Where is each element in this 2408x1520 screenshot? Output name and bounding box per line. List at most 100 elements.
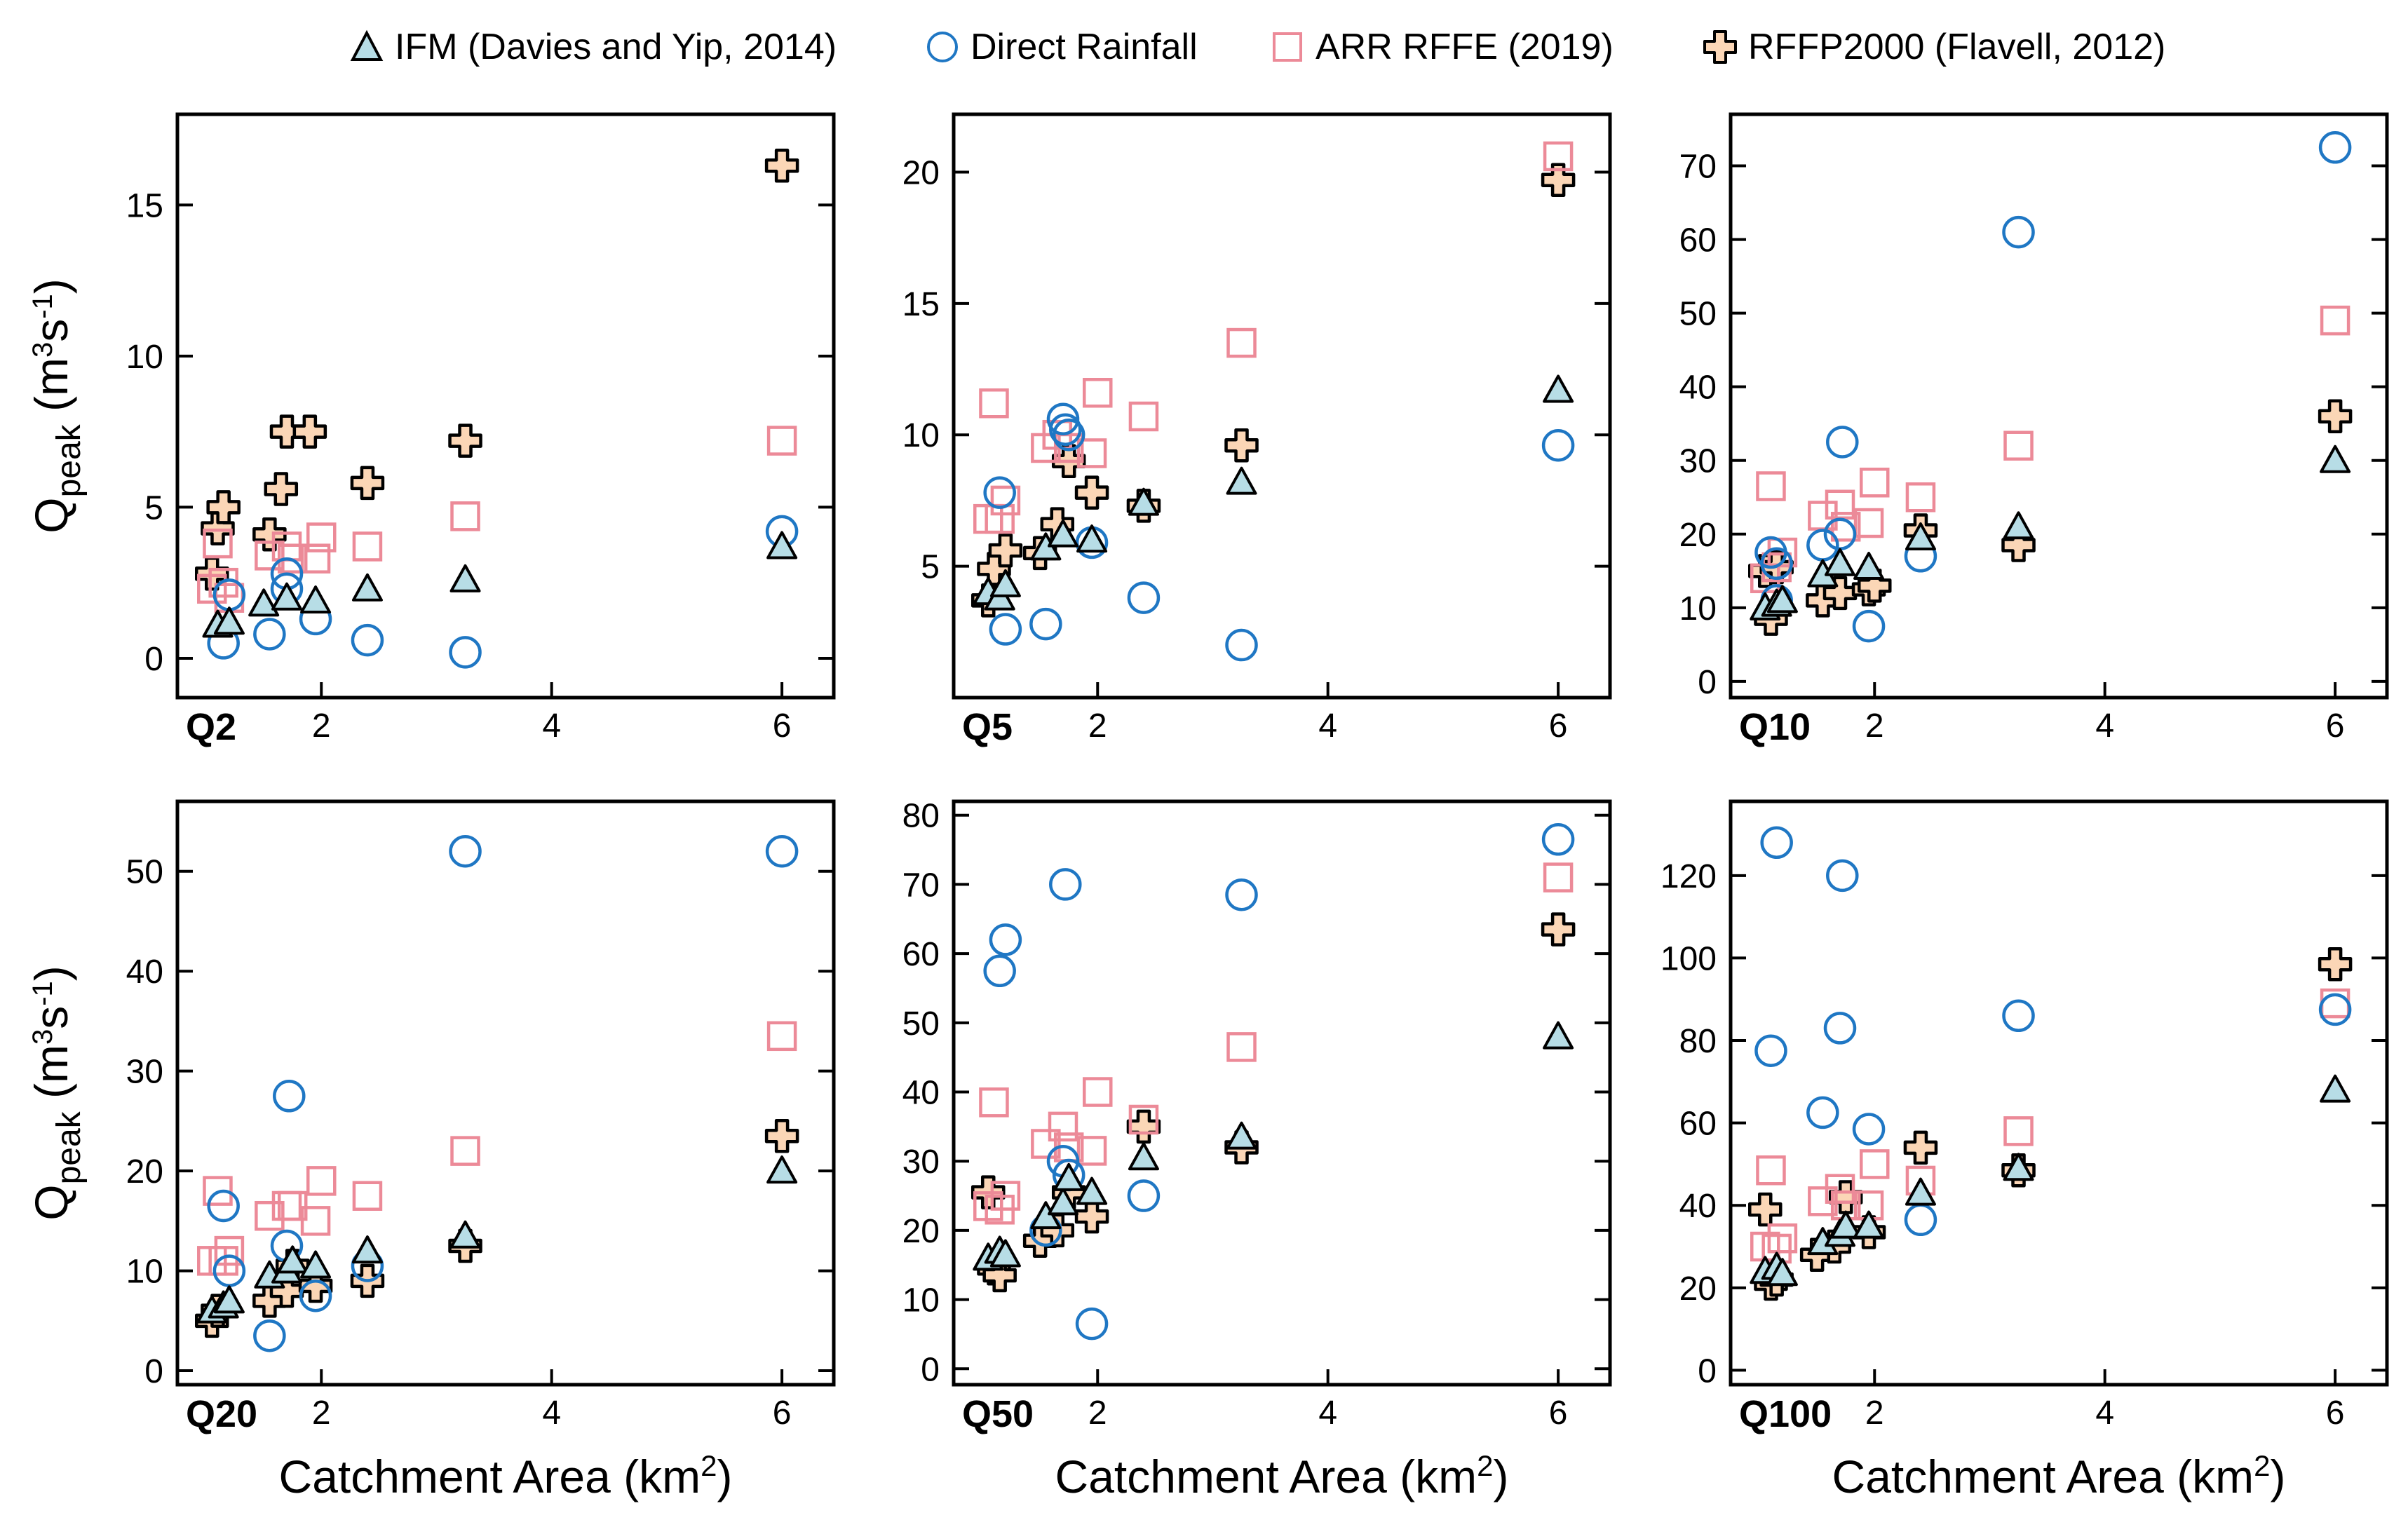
data-point-arr-rffe <box>2003 1116 2034 1146</box>
data-point-ifm <box>1830 1210 1862 1239</box>
data-point-direct-rainfall <box>2318 131 2352 164</box>
legend-label-direct: Direct Rainfall <box>970 27 1198 67</box>
y-tick-label: 80 <box>902 798 940 835</box>
y-tick-label: 10 <box>1679 590 1717 627</box>
y-tick-label: 60 <box>902 936 940 973</box>
data-point-direct-rainfall <box>1823 1012 1857 1045</box>
data-point-rffp2000 <box>1748 1192 1783 1227</box>
data-point-direct-rainfall <box>273 1080 306 1113</box>
data-point-ifm <box>1048 1187 1078 1216</box>
data-point-ifm <box>1226 1121 1257 1150</box>
y-tick-label: 60 <box>1679 1106 1717 1143</box>
y-tick-label: 20 <box>902 154 940 191</box>
data-point-rffp2000 <box>764 149 799 183</box>
data-point-direct-rainfall <box>1127 1179 1161 1212</box>
data-point-arr-rffe <box>1053 433 1084 463</box>
data-point-arr-rffe <box>1076 1136 1107 1166</box>
data-point-ifm <box>2003 1153 2034 1181</box>
data-point-ifm <box>1905 1177 1936 1206</box>
data-point-arr-rffe <box>300 543 331 574</box>
data-point-direct-rainfall <box>1049 413 1082 446</box>
data-point-direct-rainfall <box>1904 1203 1937 1237</box>
data-point-arr-rffe <box>1860 1149 1890 1179</box>
data-point-rffp2000 <box>206 490 241 524</box>
y-tick-label: 10 <box>902 1282 940 1319</box>
data-point-arr-rffe <box>306 1166 337 1196</box>
data-point-direct-rainfall <box>1806 529 1839 562</box>
data-point-ifm <box>1048 519 1078 548</box>
data-point-ifm <box>449 564 481 592</box>
data-point-ifm <box>1766 585 1798 613</box>
data-point-rffp2000 <box>764 1119 799 1153</box>
data-point-direct-rainfall <box>253 1319 286 1352</box>
panel-label: Q5 <box>962 706 1013 748</box>
data-point-rffp2000 <box>1822 576 1858 611</box>
circle-marker-icon <box>927 32 958 62</box>
data-point-arr-rffe <box>197 574 227 604</box>
data-point-direct-rainfall <box>1760 547 1793 581</box>
data-point-arr-rffe <box>1756 1155 1786 1186</box>
data-point-arr-rffe <box>1830 512 1861 542</box>
data-point-direct-rainfall <box>212 1254 246 1287</box>
data-point-direct-rainfall <box>989 613 1022 646</box>
data-point-ifm <box>1853 1210 1885 1239</box>
data-point-ifm <box>1905 522 1936 551</box>
data-point-arr-rffe <box>1767 1223 1798 1254</box>
data-point-arr-rffe <box>2320 305 2350 336</box>
x-axis-title: Catchment Area (km2) <box>1832 1449 2286 1502</box>
data-point-ifm <box>1543 374 1574 403</box>
y-tick-label: 20 <box>1679 1270 1717 1308</box>
plot-frame <box>1729 799 2389 1387</box>
data-point-ifm <box>2320 1074 2351 1103</box>
x-axis-title: Catchment Area (km2) <box>1055 1449 1509 1502</box>
data-point-ifm <box>989 1239 1021 1268</box>
data-point-ifm <box>1853 552 1885 581</box>
data-point-arr-rffe <box>1543 862 1574 893</box>
data-point-rffp2000 <box>292 414 327 449</box>
x-tick-label: 6 <box>773 1395 792 1432</box>
data-point-arr-rffe <box>277 543 308 574</box>
x-tick-label: 6 <box>773 707 792 745</box>
data-point-arr-rffe <box>1083 378 1113 408</box>
cross-marker-icon <box>1703 30 1737 64</box>
x-tick-label: 4 <box>2095 1395 2114 1432</box>
data-point-ifm <box>449 1220 481 1249</box>
data-point-direct-rainfall <box>1052 418 1085 452</box>
x-tick-label: 4 <box>1318 707 1337 745</box>
data-point-direct-rainfall <box>2002 215 2035 249</box>
y-tick-label: 10 <box>126 1254 163 1291</box>
plot-frame <box>952 112 1612 700</box>
data-point-direct-rainfall <box>983 954 1016 988</box>
data-point-arr-rffe <box>1128 401 1159 432</box>
y-tick-label: 50 <box>1679 296 1717 333</box>
data-point-arr-rffe <box>255 1200 285 1231</box>
data-point-rffp2000 <box>1903 1130 1938 1165</box>
data-point-arr-rffe <box>990 485 1021 516</box>
panel-label: Q2 <box>186 706 236 748</box>
y-axis-title: Qpeak (m3s-1) <box>25 965 88 1221</box>
data-point-arr-rffe <box>306 522 337 552</box>
y-tick-label: 0 <box>1698 1352 1717 1390</box>
data-point-ifm <box>248 588 280 617</box>
data-point-direct-rainfall <box>1760 826 1793 860</box>
data-point-arr-rffe <box>766 1021 797 1052</box>
data-point-rffp2000 <box>2001 528 2036 562</box>
data-point-ifm <box>1076 1176 1108 1205</box>
y-tick-label: 20 <box>902 1213 940 1250</box>
x-tick-label: 4 <box>542 707 561 745</box>
legend-item-arr: ARR RFFE (2019) <box>1268 15 1614 79</box>
data-point-direct-rainfall <box>2318 993 2352 1026</box>
data-point-arr-rffe <box>255 541 285 571</box>
y-tick-label: 15 <box>902 286 940 323</box>
data-point-direct-rainfall <box>1823 517 1857 551</box>
y-axis-title: Qpeak (m3s-1) <box>25 278 88 534</box>
data-point-arr-rffe <box>1756 471 1786 501</box>
x-tick-label: 2 <box>1865 1395 1884 1432</box>
data-point-direct-rainfall <box>1541 823 1575 856</box>
data-point-rffp2000 <box>1541 163 1576 197</box>
data-point-direct-rainfall <box>1127 581 1161 614</box>
data-point-arr-rffe <box>1825 1174 1855 1204</box>
data-point-arr-rffe <box>1905 482 1936 513</box>
